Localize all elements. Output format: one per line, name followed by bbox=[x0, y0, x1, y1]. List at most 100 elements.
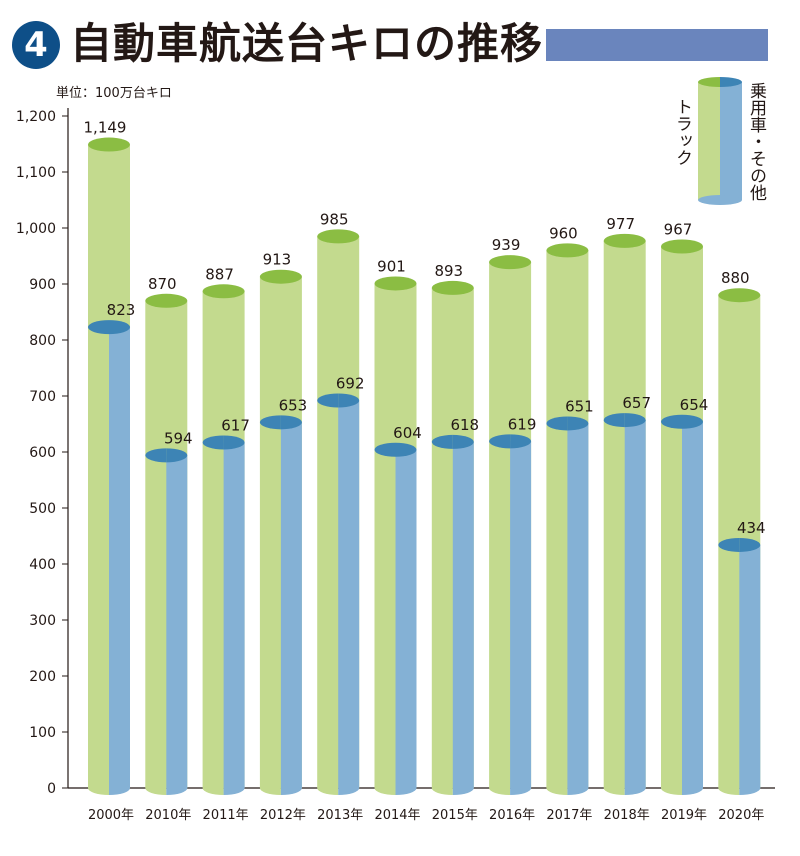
truck-bar-top bbox=[88, 137, 130, 152]
truck-bar-base bbox=[88, 788, 109, 795]
car-bar-top bbox=[338, 393, 360, 408]
car-bar-base bbox=[395, 788, 417, 795]
truck-value-label: 977 bbox=[606, 215, 635, 233]
car-bar-base bbox=[739, 788, 761, 795]
truck-value-label: 939 bbox=[492, 236, 521, 254]
y-tick-label: 1,000 bbox=[16, 221, 56, 237]
car-bar-base bbox=[338, 788, 360, 795]
car-bar-base bbox=[166, 788, 188, 795]
car-bar bbox=[739, 544, 761, 788]
x-tick-label: 2017年 bbox=[546, 808, 592, 823]
car-bar-base bbox=[223, 788, 245, 795]
truck-bar-base bbox=[661, 788, 682, 795]
x-tick-label: 2019年 bbox=[661, 808, 707, 823]
x-tick-label: 2011年 bbox=[203, 808, 249, 823]
car-value-label: 654 bbox=[680, 396, 709, 414]
legend-truck-top bbox=[698, 77, 720, 87]
car-bar-top bbox=[317, 393, 339, 408]
y-tick-label: 0 bbox=[47, 781, 56, 797]
truck-bar-base bbox=[489, 788, 511, 796]
car-bar bbox=[395, 449, 417, 788]
truck-bar-top bbox=[489, 255, 532, 270]
truck-bar-top bbox=[661, 239, 703, 254]
x-tick-label: 2000年 bbox=[88, 808, 134, 823]
car-bar-top bbox=[88, 320, 109, 335]
y-tick-label: 1,200 bbox=[16, 109, 56, 125]
x-tick-label: 2012年 bbox=[260, 808, 306, 823]
truck-bar-top bbox=[259, 269, 302, 284]
truck-value-label: 870 bbox=[148, 275, 177, 293]
car-bar-top bbox=[489, 434, 511, 449]
y-tick-label: 100 bbox=[29, 725, 56, 741]
car-bar bbox=[510, 441, 532, 788]
truck-bar-base bbox=[431, 788, 453, 796]
truck-value-label: 985 bbox=[320, 210, 349, 228]
car-bar-top bbox=[259, 415, 281, 430]
truck-value-label: 967 bbox=[664, 220, 693, 238]
unit-label: 単位：100万台キロ bbox=[56, 86, 172, 101]
car-bar-top bbox=[395, 442, 417, 457]
truck-value-label: 1,149 bbox=[84, 119, 127, 137]
y-tick-label: 900 bbox=[29, 277, 56, 293]
truck-value-label: 880 bbox=[721, 269, 750, 287]
car-bar-top bbox=[624, 413, 646, 428]
truck-bar-top bbox=[202, 284, 245, 299]
car-bar-top bbox=[431, 434, 453, 449]
car-bar-top bbox=[546, 416, 568, 431]
x-tick-label: 2020年 bbox=[718, 808, 764, 823]
car-value-label: 617 bbox=[221, 416, 250, 434]
car-bar bbox=[624, 420, 646, 788]
car-value-label: 823 bbox=[107, 301, 136, 319]
car-value-label: 653 bbox=[279, 396, 308, 414]
car-value-label: 619 bbox=[508, 415, 537, 433]
truck-value-label: 901 bbox=[377, 257, 406, 275]
car-value-label: 692 bbox=[336, 374, 365, 392]
car-bar-top bbox=[452, 434, 474, 449]
legend-car-swatch bbox=[720, 82, 742, 200]
truck-bar-top bbox=[374, 276, 417, 291]
car-value-label: 594 bbox=[164, 429, 193, 447]
truck-bar-top bbox=[317, 229, 360, 244]
car-bar-base bbox=[510, 788, 532, 795]
truck-bar-base bbox=[202, 788, 224, 796]
truck-bar-base bbox=[374, 788, 396, 796]
car-bar bbox=[338, 400, 360, 788]
truck-bar-base bbox=[259, 788, 281, 796]
car-bar-top bbox=[661, 414, 682, 429]
truck-bar-top bbox=[431, 280, 474, 295]
car-bar-top bbox=[682, 414, 703, 429]
legend-car-top bbox=[720, 77, 742, 87]
truck-value-label: 913 bbox=[263, 251, 292, 269]
truck-value-label: 887 bbox=[205, 265, 234, 283]
y-tick-label: 500 bbox=[29, 501, 56, 517]
car-bar-top bbox=[739, 537, 761, 552]
x-tick-label: 2016年 bbox=[489, 808, 535, 823]
car-bar-top bbox=[223, 435, 245, 450]
car-bar-base bbox=[109, 788, 130, 795]
car-bar-top bbox=[280, 415, 302, 430]
car-bar bbox=[223, 442, 245, 788]
x-tick-label: 2015年 bbox=[432, 808, 478, 823]
y-tick-label: 300 bbox=[29, 613, 56, 629]
car-bar-base bbox=[452, 788, 474, 795]
legend-truck-label: トラック bbox=[672, 98, 692, 166]
car-bar-base bbox=[682, 788, 703, 795]
truck-bar-base bbox=[546, 788, 568, 796]
car-value-label: 434 bbox=[737, 519, 766, 537]
truck-value-label: 960 bbox=[549, 224, 578, 242]
car-bar-base bbox=[567, 788, 589, 795]
car-bar-base bbox=[624, 788, 646, 795]
legend-truck-swatch bbox=[698, 82, 720, 200]
y-tick-label: 600 bbox=[29, 445, 56, 461]
y-tick-label: 200 bbox=[29, 669, 56, 685]
car-bar-top bbox=[109, 320, 130, 335]
car-bar-top bbox=[145, 448, 167, 463]
car-bar bbox=[452, 441, 474, 788]
car-bar bbox=[280, 422, 302, 788]
car-bar bbox=[109, 327, 130, 788]
chart-title: 自動車航送台キロの推移 bbox=[70, 19, 544, 68]
truck-bar-base bbox=[718, 788, 740, 796]
truck-bar-base bbox=[145, 788, 167, 796]
truck-bar-base bbox=[603, 788, 625, 796]
